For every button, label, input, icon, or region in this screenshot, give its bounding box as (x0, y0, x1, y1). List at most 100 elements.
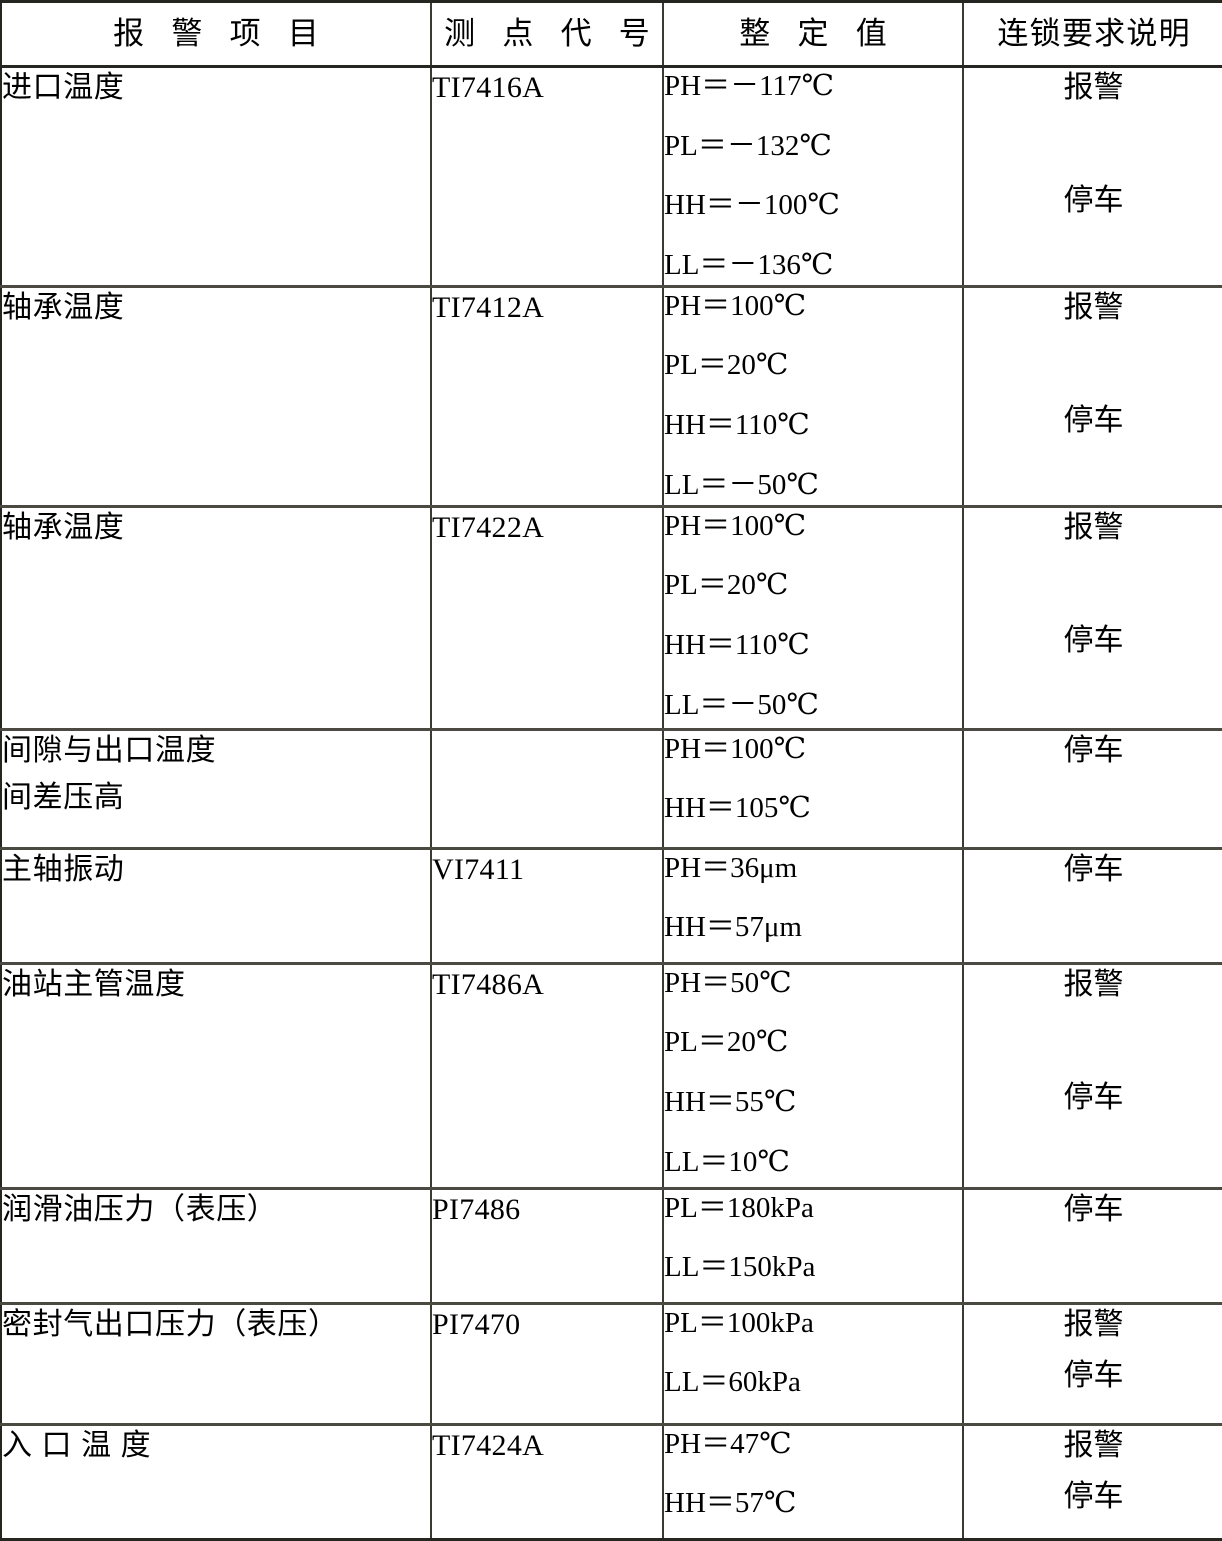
set-value-line: PH＝100℃ (664, 509, 807, 542)
interlock-note-line: 停车 (1063, 1080, 1124, 1114)
cell-measure-tag: TI7486A (430, 963, 663, 1190)
cell-measure-tag (430, 729, 663, 850)
table-header: 报 警 项 目 测 点 代 号 整 定 值 连锁要求说明 (0, 0, 1222, 68)
table-row: 主轴振动 VI7411 PH＝36μm HH＝57μm 停车 (0, 848, 1222, 965)
set-value-line: PH＝100℃ (664, 732, 807, 765)
interlock-note-line: 报警 (1063, 967, 1124, 1001)
set-value-line: PH＝－117℃ (664, 70, 834, 102)
set-value-line: PH＝100℃ (664, 289, 807, 322)
set-value-line: PL＝180kPa (664, 1191, 814, 1224)
cell-set-value: PH＝100℃ HH＝105℃ (662, 729, 963, 850)
cell-set-value: PL＝100kPa LL＝60kPa (662, 1303, 963, 1426)
interlock-note-line: 停车 (1063, 403, 1124, 437)
cell-set-value: PH＝47℃ HH＝57℃ (662, 1424, 963, 1541)
table-row: 进口温度 TI7416A PH＝－117℃ PL＝－132℃ HH＝－100℃ LL＝－1… (0, 66, 1222, 288)
cell-alarm-item: 入 口 温 度 (0, 1424, 431, 1541)
cell-set-value: PH＝100℃ PL＝20℃ HH＝110℃ LL＝－50℃ (662, 286, 963, 508)
interlock-note-line: 报警 (1063, 510, 1124, 544)
interlock-note-line: 报警 (1063, 1307, 1124, 1341)
interlock-note-line: 停车 (1063, 184, 1124, 217)
column-header-interlock-note: 连锁要求说明 (962, 0, 1222, 68)
set-value-line: PL＝100kPa (664, 1306, 814, 1339)
interlock-note-line: 报警 (1063, 1428, 1124, 1462)
cell-alarm-item: 密封气出口压力（表压） (0, 1303, 431, 1426)
table-row: 密封气出口压力（表压） PI7470 PL＝100kPa LL＝60kPa 报警停车 (0, 1303, 1222, 1426)
set-value-line: HH＝110℃ (664, 628, 810, 661)
set-value-line: PL＝－132℃ (664, 129, 832, 162)
set-value-line: HH＝57μm (664, 911, 802, 944)
set-value-line: PH＝47℃ (664, 1427, 792, 1460)
alarm-item-line: 轴承温度 (2, 290, 125, 324)
interlock-note-line: 停车 (1063, 852, 1124, 886)
set-value-line: PH＝50℃ (664, 966, 792, 999)
interlock-note-line: 停车 (1063, 1358, 1124, 1392)
cell-measure-tag: PI7486 (430, 1188, 663, 1305)
cell-interlock-note: 停车 (962, 729, 1222, 850)
cell-measure-tag: PI7470 (430, 1303, 663, 1426)
alarm-item-line: 密封气出口压力（表压） (2, 1307, 339, 1341)
set-value-line: LL＝－136℃ (664, 249, 834, 282)
alarm-item-line: 进口温度 (2, 71, 125, 104)
set-value-line: HH＝110℃ (664, 409, 810, 442)
interlock-note-line: 报警 (1063, 71, 1124, 104)
cell-interlock-note: 报警 停车 (962, 1424, 1222, 1541)
cell-interlock-note: 报警 停车 (962, 963, 1222, 1190)
alarm-item-line: 间隙与出口温度 (2, 733, 217, 767)
cell-alarm-item: 轴承温度 (0, 506, 431, 731)
interlock-note-line: 停车 (1063, 1479, 1124, 1513)
cell-set-value: PH＝50℃ PL＝20℃ HH＝55℃ LL＝10℃ (662, 963, 963, 1190)
cell-interlock-note: 停车 (962, 848, 1222, 965)
table-body: 进口温度 TI7416A PH＝－117℃ PL＝－132℃ HH＝－100℃ LL＝－1… (0, 66, 1222, 1541)
alarm-item-line: 间差压高 (2, 780, 125, 814)
cell-set-value: PH＝－117℃ PL＝－132℃ HH＝－100℃ LL＝－136℃ (662, 66, 963, 288)
cell-measure-tag: TI7412A (430, 286, 663, 508)
column-header-alarm-item: 报 警 项 目 (0, 0, 431, 68)
set-value-line: LL＝60kPa (664, 1366, 801, 1399)
set-value-line: PL＝20℃ (664, 349, 789, 382)
set-value-line: PH＝36μm (664, 851, 798, 884)
table-row: 轴承温度 TI7412A PH＝100℃ PL＝20℃ HH＝110℃ LL＝－50℃ 报警… (0, 286, 1222, 508)
cell-measure-tag: VI7411 (430, 848, 663, 965)
set-value-line: LL＝－50℃ (664, 688, 819, 721)
interlock-note-line: 停车 (1063, 1192, 1124, 1226)
cell-interlock-note: 报警 停车 (962, 1303, 1222, 1426)
header-row: 报 警 项 目 测 点 代 号 整 定 值 连锁要求说明 (0, 0, 1222, 68)
column-header-measure-tag: 测 点 代 号 (430, 0, 663, 68)
set-value-line: PL＝20℃ (664, 1026, 789, 1059)
cell-alarm-item: 油站主管温度 (0, 963, 431, 1190)
set-value-line: LL＝－50℃ (664, 468, 819, 501)
cell-alarm-item: 主轴振动 (0, 848, 431, 965)
alarm-item-line: 润滑油压力（表压） (2, 1192, 278, 1226)
interlock-note-line: 停车 (1063, 733, 1124, 767)
alarm-item-line: 油站主管温度 (2, 967, 186, 1001)
cell-measure-tag: TI7422A (430, 506, 663, 731)
interlock-note-line: 停车 (1063, 623, 1124, 657)
set-value-line: LL＝150kPa (664, 1251, 816, 1284)
column-header-set-value: 整 定 值 (662, 0, 963, 68)
cell-interlock-note: 报警 停车 (962, 506, 1222, 731)
cell-interlock-note: 报警 停车 (962, 286, 1222, 508)
table-row: 入 口 温 度 TI7424A PH＝47℃ HH＝57℃ 报警 停车 (0, 1424, 1222, 1541)
alarm-item-line: 入 口 温 度 (2, 1428, 152, 1462)
interlock-note-line: 报警 (1063, 290, 1124, 324)
cell-set-value: PL＝180kPa LL＝150kPa (662, 1188, 963, 1305)
set-value-line: HH＝－100℃ (664, 189, 840, 222)
cell-set-value: PH＝100℃ PL＝20℃ HH＝110℃ LL＝－50℃ (662, 506, 963, 731)
cell-measure-tag: TI7424A (430, 1424, 663, 1541)
set-value-line: HH＝105℃ (664, 792, 811, 825)
set-value-line: LL＝10℃ (664, 1145, 790, 1178)
cell-alarm-item: 进口温度 (0, 66, 431, 288)
cell-interlock-note: 报警 停车 (962, 66, 1222, 288)
table-row: 间隙与出口温度 间差压高 PH＝100℃ HH＝105℃ 停车 (0, 729, 1222, 850)
table-row: 润滑油压力（表压） PI7486 PL＝180kPa LL＝150kPa 停车 (0, 1188, 1222, 1305)
cell-measure-tag: TI7416A (430, 66, 663, 288)
alarm-item-line: 轴承温度 (2, 510, 125, 544)
table-row: 油站主管温度 TI7486A PH＝50℃ PL＝20℃ HH＝55℃ LL＝10℃ 报警停… (0, 963, 1222, 1190)
cell-interlock-note: 停车 (962, 1188, 1222, 1305)
alarm-item-line: 主轴振动 (2, 852, 125, 886)
table-row: 轴承温度 TI7422A PH＝100℃ PL＝20℃ HH＝110℃ LL＝－50℃ 报警… (0, 506, 1222, 731)
cell-alarm-item: 间隙与出口温度 间差压高 (0, 729, 431, 850)
set-value-line: PL＝20℃ (664, 569, 789, 602)
cell-alarm-item: 轴承温度 (0, 286, 431, 508)
